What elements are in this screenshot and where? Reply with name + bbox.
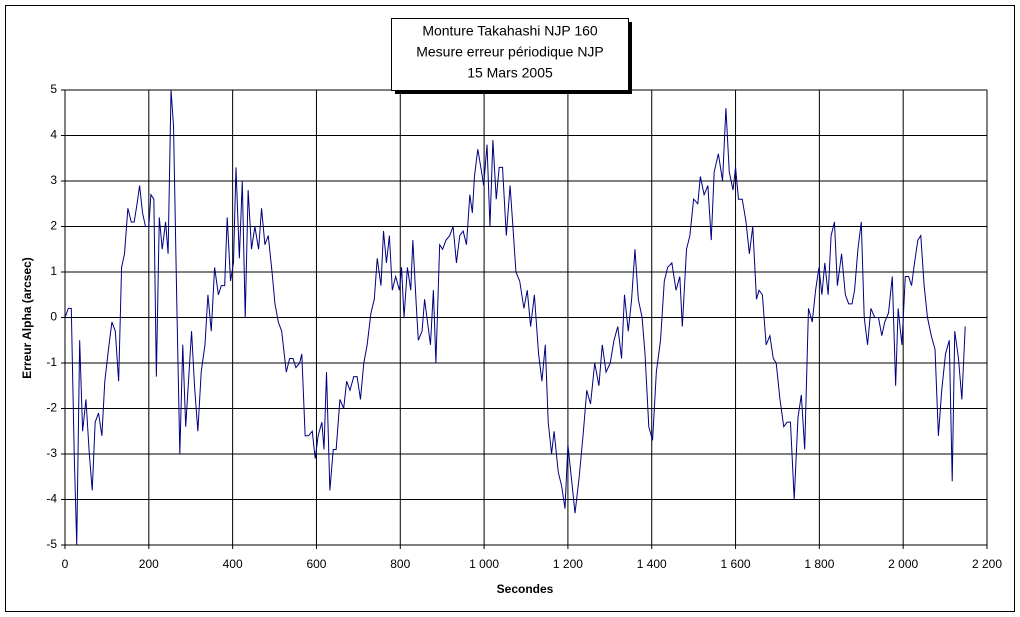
y-tick-label: -5 [46,537,57,551]
chart-title: Monture Takahashi NJP 160 [422,23,598,39]
y-tick-label: -1 [46,355,57,369]
y-tick-label: 2 [50,219,57,233]
x-tick-label: 1 800 [804,557,834,571]
y-tick-label: 5 [50,82,57,96]
y-tick-label: -4 [46,492,57,506]
y-axis-title: Erreur Alpha (arcsec) [20,257,34,379]
x-tick-label: 0 [62,557,69,571]
chart-title: Mesure erreur périodique NJP [416,44,604,60]
x-tick-label: 600 [306,557,326,571]
y-tick-label: 3 [50,173,57,187]
x-tick-label: 200 [139,557,159,571]
y-tick-label: 0 [50,310,57,324]
y-tick-label: -2 [46,401,57,415]
x-tick-label: 2 000 [888,557,918,571]
x-tick-label: 1 000 [469,557,499,571]
x-tick-label: 1 400 [637,557,667,571]
y-tick-label: 4 [50,128,57,142]
x-axis-title: Secondes [497,582,554,596]
data-layer [64,89,966,546]
x-tick-label: 800 [390,557,410,571]
y-tick-label: -3 [46,446,57,460]
chart-title: 15 Mars 2005 [467,65,553,81]
title-box [391,18,629,91]
x-tick-label: 2 200 [972,557,1002,571]
x-tick-label: 400 [223,557,243,571]
data-line [64,89,966,546]
y-tick-label: 1 [50,264,57,278]
x-tick-label: 1 600 [721,557,751,571]
x-tick-label: 1 200 [553,557,583,571]
grid [61,89,988,549]
